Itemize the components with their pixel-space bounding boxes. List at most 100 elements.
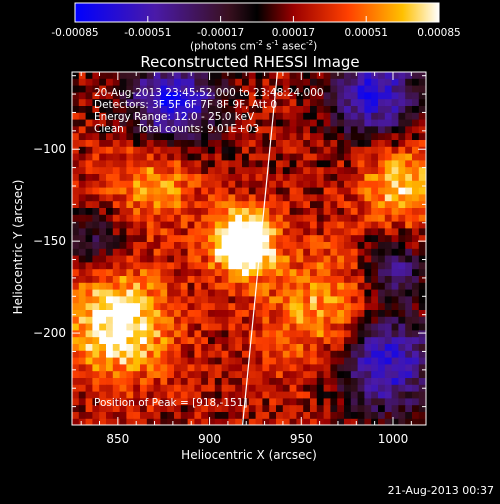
heatmap-cell (112, 289, 121, 297)
heatmap-cell (72, 92, 80, 100)
heatmap-cell (289, 337, 297, 345)
heatmap-cell (126, 378, 134, 386)
heatmap-cell (228, 153, 236, 161)
heatmap-cell (126, 391, 134, 399)
heatmap-cell (248, 235, 257, 243)
heatmap-cell (316, 282, 325, 291)
heatmap-cell (228, 282, 236, 291)
heatmap-cell (337, 384, 345, 393)
heatmap-cell (303, 364, 311, 372)
heatmap-cell (425, 344, 426, 352)
heatmap-cell (92, 99, 100, 107)
heatmap-cell (133, 269, 141, 277)
heatmap-cell (228, 235, 236, 243)
heatmap-cell (289, 255, 297, 263)
heatmap-cell (167, 384, 175, 393)
heatmap-cell (378, 85, 386, 93)
heatmap-cell (112, 282, 121, 291)
heatmap-cell (78, 269, 87, 277)
heatmap-cell (72, 146, 80, 155)
heatmap-cell (92, 418, 100, 425)
heatmap-cell (140, 208, 148, 216)
heatmap-cell (344, 310, 352, 318)
heatmap-cell (316, 146, 325, 155)
x-tick-label: 900 (198, 432, 221, 446)
heatmap-cell (119, 133, 127, 141)
heatmap-cell (371, 412, 379, 420)
heatmap-cell (405, 269, 413, 277)
heatmap-cell (126, 303, 134, 311)
heatmap-cell (167, 92, 175, 100)
heatmap-cell (153, 398, 161, 406)
heatmap-cell (242, 350, 250, 359)
heatmap-cell (174, 208, 182, 216)
heatmap-cell (316, 255, 325, 263)
heatmap-cell (425, 262, 426, 270)
heatmap-cell (289, 357, 297, 365)
heatmap-cell (153, 255, 161, 263)
heatmap-cell (248, 364, 257, 372)
heatmap-cell (92, 242, 100, 250)
heatmap-cell (72, 364, 80, 372)
heatmap-cell (214, 378, 223, 386)
heatmap-cell (214, 296, 223, 304)
heatmap-cell (391, 235, 399, 243)
heatmap-cell (160, 180, 168, 189)
heatmap-cell (85, 140, 93, 148)
heatmap-cell (398, 364, 406, 372)
heatmap-cell (201, 378, 209, 386)
heatmap-cell (371, 106, 379, 114)
heatmap-cell (344, 282, 352, 291)
heatmap-cell (228, 276, 236, 284)
heatmap-cell (201, 133, 209, 141)
heatmap-cell (221, 405, 229, 413)
heatmap-cell (425, 99, 426, 107)
heatmap-cell (242, 187, 250, 195)
heatmap-cell (106, 391, 114, 399)
heatmap-cell (296, 269, 304, 277)
heatmap-cell (276, 262, 284, 270)
heatmap-cell (289, 364, 297, 372)
heatmap-cell (153, 228, 161, 236)
heatmap-cell (242, 303, 250, 311)
heatmap-cell (405, 378, 413, 386)
heatmap-cell (337, 242, 345, 250)
heatmap-cell (112, 371, 121, 379)
heatmap-cell (235, 412, 243, 420)
heatmap-cell (282, 221, 291, 229)
heatmap-cell (255, 330, 263, 338)
heatmap-cell (296, 289, 304, 297)
heatmap-cell (405, 323, 413, 331)
heatmap-cell (112, 228, 121, 236)
heatmap-cell (146, 167, 155, 175)
heatmap-cell (180, 248, 189, 257)
heatmap-cell (99, 221, 107, 229)
heatmap-cell (344, 412, 352, 420)
heatmap-cell (344, 303, 352, 311)
heatmap-cell (364, 112, 372, 121)
heatmap-cell (208, 371, 216, 379)
heatmap-cell (72, 330, 80, 338)
heatmap-cell (398, 296, 406, 304)
heatmap-cell (160, 78, 168, 87)
heatmap-cell (126, 262, 134, 270)
heatmap-cell (337, 153, 345, 161)
heatmap-cell (344, 398, 352, 406)
heatmap-cell (99, 323, 107, 331)
heatmap-cell (384, 289, 393, 297)
heatmap-cell (350, 316, 359, 325)
heatmap-cell (99, 99, 107, 107)
heatmap-cell (398, 194, 406, 202)
heatmap-cell (167, 330, 175, 338)
heatmap-cell (310, 187, 318, 195)
heatmap-cell (214, 310, 223, 318)
heatmap-cell (262, 398, 270, 406)
heatmap-cell (187, 364, 195, 372)
heatmap-cell (146, 412, 155, 420)
heatmap-cell (371, 248, 379, 257)
heatmap-cell (412, 248, 420, 257)
heatmap-cell (262, 337, 270, 345)
heatmap-cell (174, 357, 182, 365)
heatmap-cell (269, 140, 277, 148)
heatmap-cell (228, 106, 236, 114)
